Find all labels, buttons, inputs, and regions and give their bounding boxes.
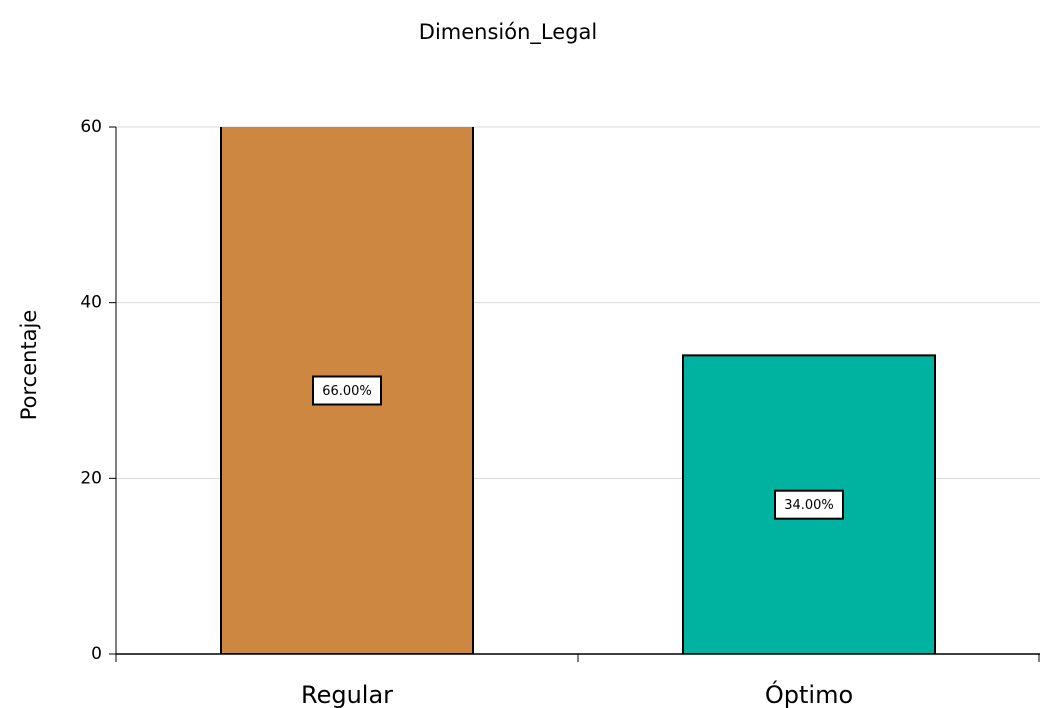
bar: [220, 127, 474, 654]
value-label-box: [312, 375, 382, 406]
x-tick-label: Óptimo: [765, 679, 853, 708]
value-label: 34.00%: [784, 498, 834, 513]
chart-title: Dimensión_Legal: [419, 20, 597, 45]
y-axis-label: Porcentaje: [17, 310, 41, 421]
y-tick-label: 60: [80, 117, 102, 137]
value-label: 66.00%: [322, 384, 372, 399]
value-label-box: [774, 489, 844, 520]
y-tick-label: 40: [80, 293, 102, 313]
annotations: Regular 66.00% Óptimo 34.00%: [115, 127, 1040, 708]
x-tick-label: Regular: [301, 681, 393, 708]
y-tick-label: 20: [80, 468, 102, 488]
bars: [220, 127, 936, 654]
y-tick-label: 0: [91, 644, 102, 664]
